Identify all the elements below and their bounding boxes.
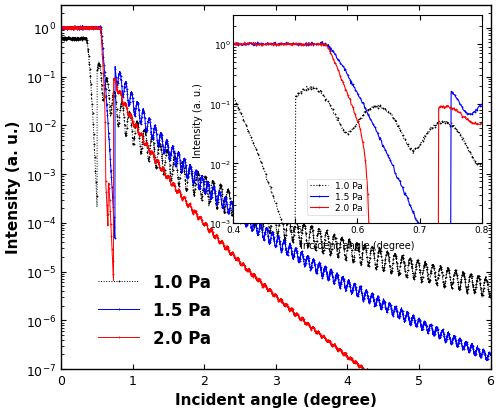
X-axis label: Incident angle (degree): Incident angle (degree) (175, 392, 377, 408)
2.0 Pa (160, 167, 166, 172)
1.0 Pa (163, 153, 169, 158)
2.0 Pa (220, 242, 226, 247)
2.0 Pa (251, 272, 257, 277)
Line: 1.5 Pa: 1.5 Pa (60, 25, 492, 362)
1.5 Pa (163, 140, 169, 145)
1.0 Pa (160, 173, 166, 178)
1.5 Pa (488, 353, 494, 358)
1.0 Pa (488, 290, 494, 295)
1.5 Pa (484, 358, 490, 363)
1.5 Pa (220, 204, 226, 209)
1.0 Pa (58, 36, 64, 40)
1.5 Pa (251, 219, 257, 224)
1.0 Pa (487, 296, 493, 301)
Legend: 1.0 Pa, 1.5 Pa, 2.0 Pa: 1.0 Pa, 1.5 Pa, 2.0 Pa (91, 266, 218, 354)
1.5 Pa (484, 357, 490, 362)
1.0 Pa (158, 149, 164, 154)
1.0 Pa (82, 35, 87, 40)
2.0 Pa (72, 24, 78, 29)
2.0 Pa (58, 27, 64, 32)
1.5 Pa (58, 27, 64, 32)
2.0 Pa (163, 176, 169, 181)
Line: 1.0 Pa: 1.0 Pa (60, 36, 492, 300)
1.5 Pa (160, 150, 166, 155)
1.5 Pa (80, 24, 86, 29)
1.0 Pa (251, 220, 257, 225)
1.0 Pa (220, 205, 226, 210)
1.0 Pa (484, 280, 490, 285)
1.5 Pa (158, 133, 164, 138)
Line: 2.0 Pa: 2.0 Pa (60, 26, 492, 413)
Y-axis label: Intensity (a. u.): Intensity (a. u.) (6, 121, 20, 254)
2.0 Pa (158, 168, 164, 173)
